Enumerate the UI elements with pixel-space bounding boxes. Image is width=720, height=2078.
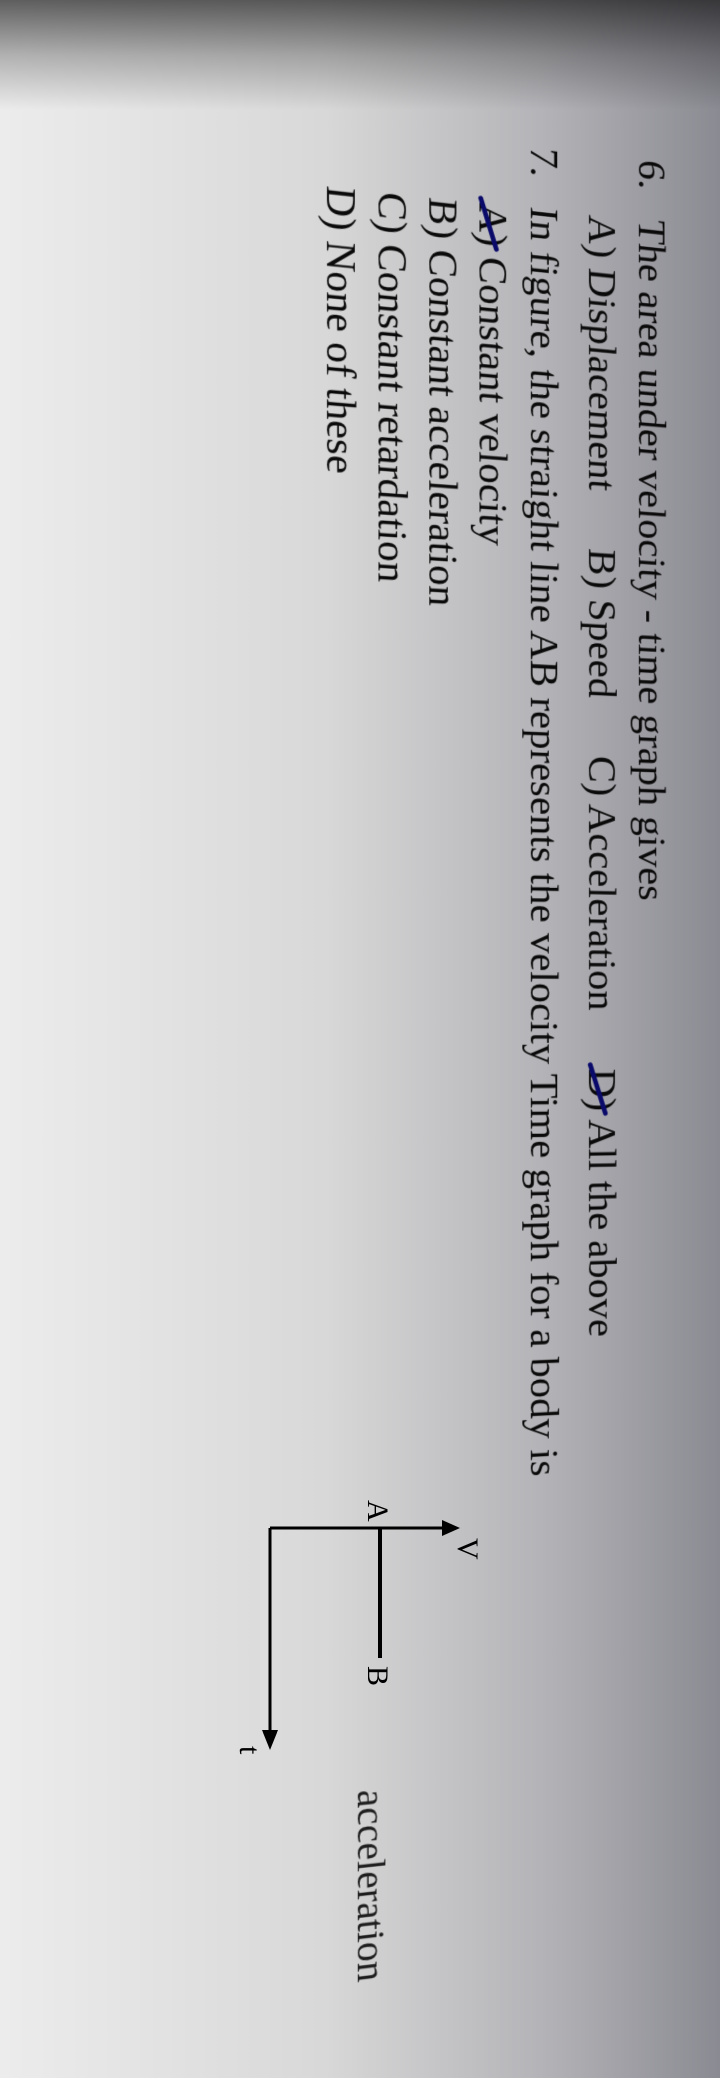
y-axis-label: V [451, 1538, 480, 1560]
q7-text: In figure, the straight line AB represen… [520, 205, 565, 1478]
q6-number: 6. [629, 158, 673, 205]
velocity-time-figure: V t A B [220, 1478, 480, 1778]
partial-next-text: acceleration [348, 1787, 394, 1984]
question-6: 6. The area under velocity - time graph … [629, 158, 673, 1988]
point-b-label: B [361, 1666, 394, 1686]
question-7: 7. In figure, the straight line AB repre… [520, 145, 565, 2002]
q6-option-d: D) All the above [579, 1068, 624, 1337]
y-axis-arrow-icon [442, 1520, 460, 1536]
q7-number: 7. [520, 145, 565, 193]
x-axis-label: t [233, 1746, 266, 1755]
q6-text: The area under velocity - time graph giv… [629, 217, 673, 901]
q6-option-b: B) Speed [579, 547, 624, 699]
q6-option-a: A) Displacement [579, 213, 624, 492]
q6-option-c: C) Acceleration [579, 755, 624, 1011]
q6-options: A) Displacement B) Speed C) Acceleration… [579, 213, 624, 1994]
point-a-label: A [361, 1500, 394, 1522]
